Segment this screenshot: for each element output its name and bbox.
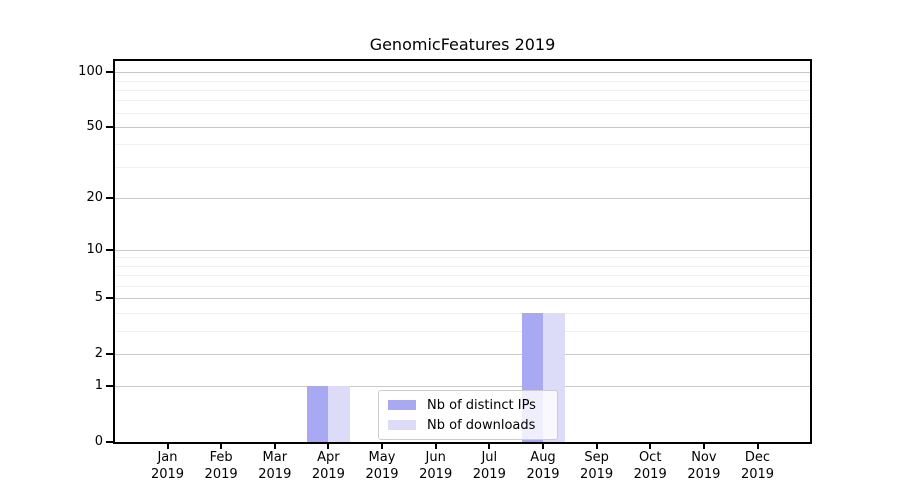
y-axis-tick-label: 2 xyxy=(94,345,103,361)
y-axis-tick-mark xyxy=(106,352,113,355)
minor-gridline xyxy=(115,313,810,314)
x-axis-tick-label: Nov 2019 xyxy=(687,450,721,482)
major-gridline xyxy=(115,249,810,251)
x-axis-tick-mark xyxy=(595,444,598,449)
y-axis-tick-label: 5 xyxy=(94,290,103,306)
minor-gridline xyxy=(115,80,810,82)
x-axis-tick-label: Jan 2019 xyxy=(150,450,185,482)
legend-label-downloads: Nb of downloads xyxy=(427,417,536,433)
bar-downloads xyxy=(328,386,350,442)
minor-gridline xyxy=(115,144,810,146)
minor-gridline xyxy=(115,286,810,287)
x-axis-tick-mark xyxy=(542,444,544,449)
x-axis-tick-mark xyxy=(327,444,330,449)
x-axis-tick-label: Jul 2019 xyxy=(472,450,506,482)
x-axis-tick-mark xyxy=(220,444,223,449)
y-axis-tick-label: 0 xyxy=(94,434,103,449)
plot-inner xyxy=(115,61,810,442)
major-gridline xyxy=(115,386,810,388)
x-axis-tick-mark xyxy=(649,444,652,449)
x-axis-tick-label: Mar 2019 xyxy=(258,450,292,482)
x-axis-tick-mark xyxy=(434,444,437,449)
y-axis-tick-mark xyxy=(106,71,113,74)
major-gridline xyxy=(115,72,810,74)
y-axis-tick-mark xyxy=(106,385,113,388)
x-axis-tick-mark xyxy=(381,444,383,449)
y-axis-tick-label: 10 xyxy=(86,241,103,257)
x-axis-tick-mark xyxy=(488,444,491,449)
x-axis-tick-label: Dec 2019 xyxy=(740,450,775,482)
legend-swatch-downloads-icon xyxy=(388,420,416,430)
minor-gridline xyxy=(115,330,810,332)
y-axis-tick-mark xyxy=(106,441,113,443)
y-axis-tick-mark xyxy=(106,297,113,300)
plot-area xyxy=(113,59,812,444)
legend-label-distinct-ips: Nb of distinct IPs xyxy=(427,397,536,413)
legend-entry-downloads: Nb of downloads xyxy=(388,415,548,435)
minor-gridline xyxy=(115,257,810,259)
y-axis-tick-mark xyxy=(106,125,113,128)
major-gridline xyxy=(115,198,810,199)
chart-title: GenomicFeatures 2019 xyxy=(369,35,556,54)
major-gridline xyxy=(115,298,810,300)
minor-gridline xyxy=(115,100,810,102)
minor-gridline xyxy=(115,275,810,277)
x-axis-tick-label: Sep 2019 xyxy=(580,450,614,482)
y-axis-tick-label: 100 xyxy=(78,64,103,80)
y-axis-tick-label: 50 xyxy=(86,118,103,134)
x-axis-tick-mark xyxy=(273,444,276,449)
legend-entry-distinct-ips: Nb of distinct IPs xyxy=(388,395,548,415)
legend: Nb of distinct IPs Nb of downloads xyxy=(378,390,558,440)
x-axis-tick-mark xyxy=(166,444,169,449)
x-axis-tick-label: Feb 2019 xyxy=(204,450,238,482)
minor-gridline xyxy=(115,265,810,267)
x-axis-tick-label: Oct 2019 xyxy=(633,450,667,482)
major-gridline xyxy=(115,126,810,128)
x-axis-tick-mark xyxy=(702,444,705,449)
y-axis-tick-label: 1 xyxy=(94,378,103,394)
minor-gridline xyxy=(115,112,810,114)
legend-swatch-distinct-ips-icon xyxy=(388,400,416,410)
x-axis-tick-mark xyxy=(756,444,759,449)
x-axis-tick-label: Jun 2019 xyxy=(419,450,453,482)
y-axis-tick-mark xyxy=(106,197,113,199)
x-axis-tick-label: Apr 2019 xyxy=(311,450,345,482)
y-axis-tick-label: 20 xyxy=(86,190,103,205)
minor-gridline xyxy=(115,166,810,168)
major-gridline xyxy=(115,353,810,355)
y-axis-tick-mark xyxy=(106,248,113,251)
bar-distinct-ips xyxy=(306,386,329,442)
x-axis-tick-label: May 2019 xyxy=(365,450,399,482)
minor-gridline xyxy=(115,89,810,91)
x-axis-tick-label: Aug 2019 xyxy=(526,450,560,482)
